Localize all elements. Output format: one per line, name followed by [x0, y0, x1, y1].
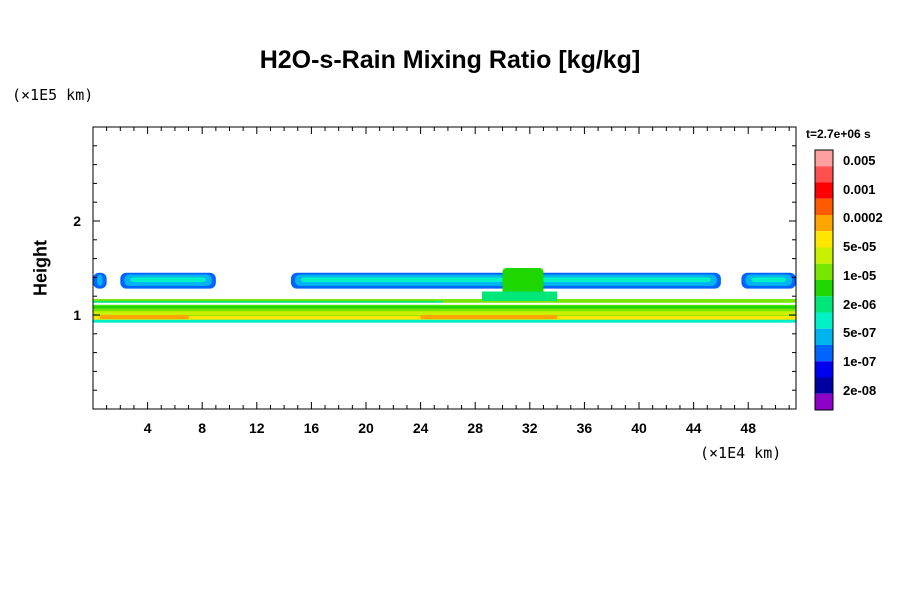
colorbar-swatch	[815, 263, 833, 280]
y-tick-label: 2	[73, 213, 81, 229]
x-tick-label: 28	[467, 420, 483, 436]
colorbar-label: 2e-06	[843, 297, 876, 312]
time-label: t=2.7e+06 s	[806, 127, 871, 141]
chart-title: H2O-s-Rain Mixing Ratio [kg/kg]	[259, 46, 641, 74]
colorbar-swatch	[815, 280, 833, 297]
colorbar-swatch	[815, 296, 833, 313]
colorbar-swatch	[815, 393, 833, 410]
colorbar-frame	[814, 149, 834, 411]
colorbar-label: 1e-05	[843, 268, 876, 283]
colorbar-swatch	[815, 198, 833, 215]
colorbar-label: 5e-07	[843, 325, 876, 340]
colorbar-label: 5e-05	[843, 239, 876, 254]
x-tick-label: 44	[686, 420, 702, 436]
colorbar: 0.005 0.001 0.0002 5e-05 1e-05 2e-06 5e-07 1e-0…	[814, 149, 883, 411]
colorbar-label: 2e-08	[843, 383, 876, 398]
colorbar-swatch	[815, 312, 833, 329]
x-tick-label: 8	[198, 420, 206, 436]
lower-layer-band	[93, 319, 796, 323]
colorbar-swatch	[815, 247, 833, 264]
colorbar-label: 1e-07	[843, 354, 876, 369]
plot-frame	[92, 126, 797, 410]
connecting-column	[482, 291, 558, 301]
colorbar-swatch	[815, 215, 833, 232]
colorbar-label: 0.005	[843, 153, 876, 168]
colorbar-swatch	[815, 345, 833, 362]
x-tick-label: 24	[413, 420, 429, 436]
lower-layer-streak	[516, 315, 558, 319]
colorbar-label: 0.0002	[843, 210, 883, 225]
heatmap-cells	[93, 268, 796, 323]
x-tick-label: 4	[144, 420, 152, 436]
colorbar-swatch	[815, 328, 833, 345]
heatmap-field	[93, 268, 796, 323]
colorbar-label: 0.001	[843, 182, 876, 197]
colorbar-swatch	[815, 231, 833, 248]
colorbar-swatch	[815, 361, 833, 378]
y-axis-unit: (×1E5 km)	[12, 86, 94, 104]
upper-layer-fill	[97, 274, 103, 286]
x-tick-label: 40	[631, 420, 647, 436]
upper-layer-core	[130, 277, 206, 283]
upper-layer-core	[751, 277, 786, 283]
lower-layer-streak	[420, 315, 530, 319]
colorbar-swatch	[815, 166, 833, 183]
x-axis-unit: (×1E4 km)	[700, 444, 782, 462]
x-tick-label: 36	[577, 420, 593, 436]
y-tick-label: 1	[73, 307, 81, 323]
x-tick-label: 20	[358, 420, 374, 436]
lower-layer-streak	[133, 315, 189, 319]
colorbar-swatch	[815, 150, 833, 167]
x-tick-label: 16	[304, 420, 320, 436]
upper-layer-peak	[502, 268, 544, 297]
lower-layer-band	[93, 305, 796, 309]
x-tick-label: 32	[522, 420, 538, 436]
lower-layer-band	[93, 311, 796, 316]
x-tick-label: 48	[740, 420, 756, 436]
x-tick-label: 12	[249, 420, 265, 436]
colorbar-swatch	[815, 182, 833, 199]
lower-layer-gap	[93, 302, 796, 305]
colorbar-swatch	[815, 377, 833, 394]
